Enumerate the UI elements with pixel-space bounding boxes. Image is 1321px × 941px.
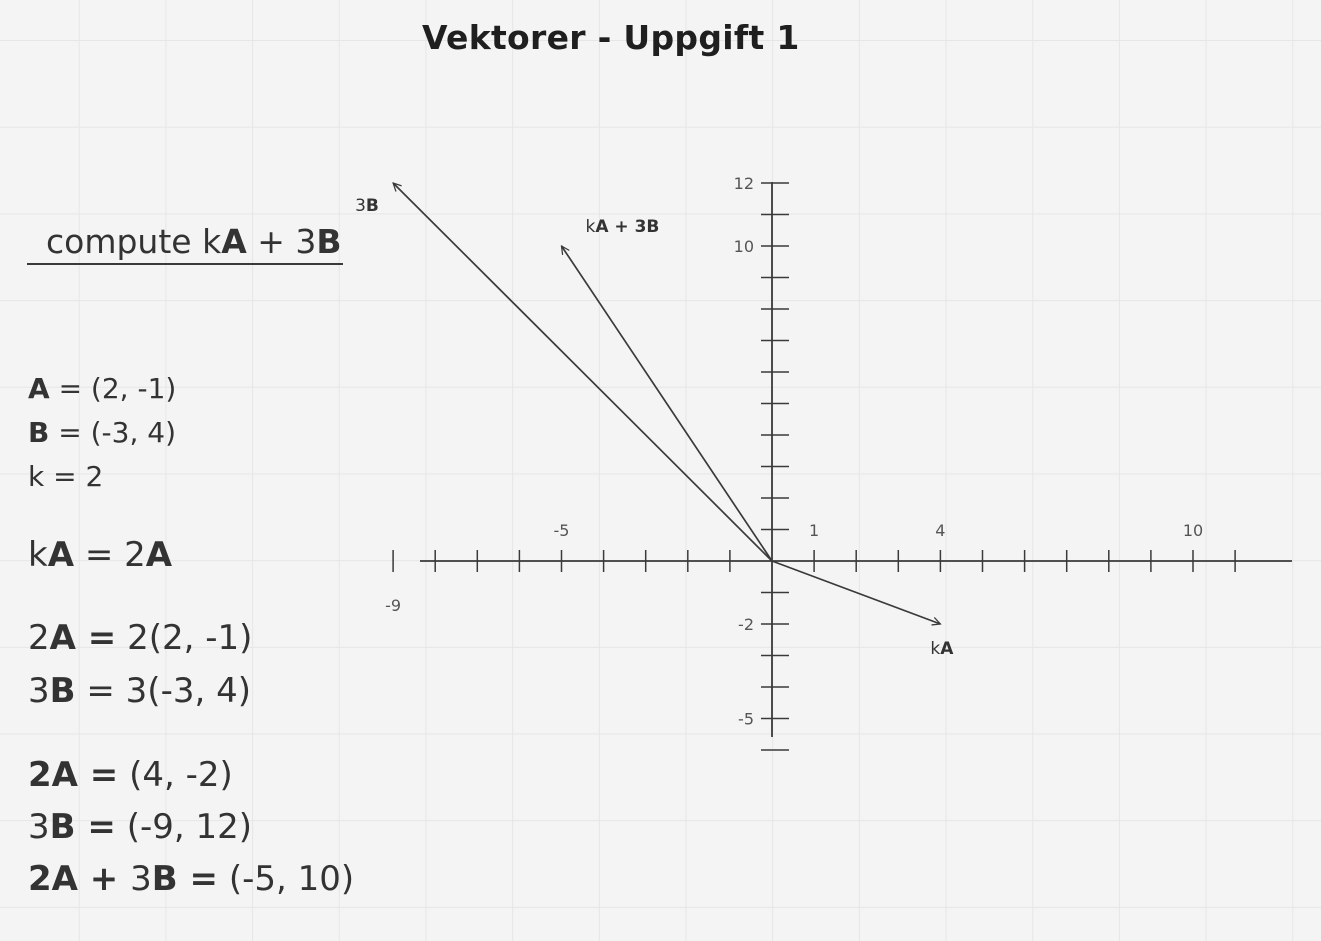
vector-arrow (771, 560, 940, 624)
given-b-value: = (-3, 4) (49, 416, 176, 449)
step-2a: 2A = 2(2, -1) (28, 618, 252, 658)
given-a: A = (2, -1) (28, 372, 176, 405)
vector-label: kA + 3B (586, 217, 660, 237)
heading-underline (27, 263, 343, 265)
heading-part: compute k (46, 222, 222, 261)
step-part: = 3(-3, 4) (75, 671, 251, 711)
x-tick-label: 1 (809, 521, 819, 540)
vector-label-plain: k (930, 639, 940, 659)
given-b-symbol: B (28, 416, 50, 449)
vector-label-bold: A + 3B (595, 217, 659, 237)
step-part: = 2 (74, 535, 146, 575)
given-a-value: = (2, -1) (49, 372, 177, 405)
x-tick-label: -5 (554, 521, 570, 540)
step-part: 3 (28, 807, 50, 847)
result-2a: 2A = (4, -2) (28, 755, 233, 795)
step-part: A = (49, 618, 117, 658)
x-tick-label: 10 (1183, 521, 1203, 540)
vector-label-plain: 3 (355, 196, 366, 216)
page-title: Vektorer - Uppgift 1 (422, 18, 800, 57)
given-k: k = 2 (28, 460, 104, 493)
vector-arrow (393, 183, 773, 562)
given-b: B = (-3, 4) (28, 416, 176, 449)
y-tick-label: -2 (738, 615, 754, 634)
step-3b: 3B = 3(-3, 4) (28, 671, 251, 711)
y-tick-label: -5 (738, 710, 754, 729)
step-part: 3 (28, 671, 50, 711)
step-part: 3 (130, 859, 152, 899)
result-sum: 2A + 3B = (-5, 10) (28, 859, 354, 899)
step-part: B = (151, 859, 219, 899)
step-part: B (49, 671, 76, 711)
vector-arrow (562, 246, 773, 562)
vector-label-plain: k (586, 217, 596, 237)
step-part: (4, -2) (118, 755, 233, 795)
step-scalar: kA = 2A (28, 535, 172, 575)
x-tick-label: 4 (935, 521, 945, 540)
heading-part: + 3 (246, 222, 317, 261)
step-part: A (47, 535, 75, 575)
vector-label: 3B (355, 196, 379, 216)
step-part: A (145, 535, 173, 575)
y-tick-label: 12 (734, 174, 754, 193)
y-tick-label: 10 (734, 237, 754, 256)
step-part: 2 (28, 618, 50, 658)
heading-vector-a: A (221, 222, 247, 261)
step-part: 2(2, -1) (116, 618, 253, 658)
step-part: k (28, 535, 48, 575)
vector-label-bold: B (366, 196, 379, 216)
step-part: B = (49, 807, 116, 847)
task-heading: compute kA + 3B (46, 222, 342, 261)
step-part: 2A = (28, 755, 119, 795)
vector-label-bold: A (940, 639, 954, 659)
step-part: (-9, 12) (115, 807, 253, 847)
vector-label: kA (930, 639, 954, 659)
heading-vector-b: B (316, 222, 342, 261)
step-part: (-5, 10) (218, 859, 355, 899)
result-3b: 3B = (-9, 12) (28, 807, 252, 847)
step-part: 2A + (28, 859, 131, 899)
given-a-symbol: A (28, 372, 50, 405)
x-tick-label: -9 (385, 596, 401, 615)
